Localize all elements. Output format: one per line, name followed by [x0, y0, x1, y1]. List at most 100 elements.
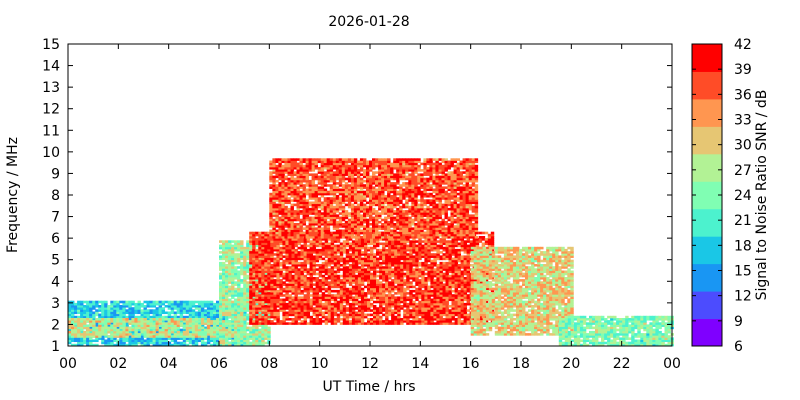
heatmap-cell — [448, 264, 452, 267]
heatmap-cell — [466, 287, 471, 291]
heatmap-cell — [267, 238, 271, 241]
heatmap-cell — [309, 259, 314, 263]
heatmap-cell — [255, 326, 259, 330]
heatmap-cell — [249, 296, 253, 299]
heatmap-cell — [424, 266, 428, 269]
heatmap-cell — [433, 307, 437, 310]
heatmap-cell — [427, 240, 431, 243]
heatmap-cell — [451, 261, 455, 265]
heatmap-cell — [294, 244, 298, 248]
heatmap-cell — [225, 294, 229, 297]
heatmap-cell — [397, 283, 401, 286]
heatmap-cell — [252, 300, 256, 304]
heatmap-cell — [300, 251, 304, 254]
heatmap-cell — [173, 315, 178, 319]
heatmap-cell — [379, 294, 383, 297]
heatmap-cell — [348, 298, 353, 302]
heatmap-cell — [394, 287, 398, 291]
heatmap-cell — [463, 320, 468, 323]
heatmap-cell — [258, 279, 262, 282]
heatmap-cell — [436, 270, 440, 274]
heatmap-cell — [445, 315, 449, 319]
heatmap-cell — [385, 259, 389, 263]
heatmap-cell — [279, 298, 283, 302]
heatmap-cell — [303, 305, 308, 308]
heatmap-cell — [345, 259, 350, 263]
heatmap-cell — [306, 289, 311, 293]
heatmap-cell — [364, 261, 368, 265]
heatmap-cell — [463, 292, 468, 295]
heatmap-cell — [282, 320, 286, 323]
heatmap-cell — [379, 277, 383, 280]
heatmap-cell — [288, 248, 292, 252]
heatmap-cell — [442, 257, 446, 261]
heatmap-cell — [421, 274, 425, 278]
heatmap-cell — [339, 281, 344, 284]
heatmap-cell — [158, 341, 163, 345]
heatmap-cell — [191, 320, 196, 323]
heatmap-cell — [222, 240, 226, 243]
heatmap-cell — [433, 248, 437, 252]
heatmap-cell — [348, 307, 353, 310]
heatmap-cell — [249, 315, 253, 319]
heatmap-cell — [255, 315, 259, 319]
heatmap-cell — [309, 298, 314, 302]
heatmap-cell — [370, 292, 374, 295]
heatmap-cell — [83, 339, 87, 343]
heatmap-cell — [454, 259, 459, 263]
heatmap-cell — [258, 259, 262, 263]
heatmap-cell — [258, 320, 262, 323]
heatmap-cell — [466, 285, 471, 289]
heatmap-cell — [176, 335, 181, 338]
heatmap-cell — [225, 292, 229, 295]
heatmap-cell — [134, 320, 138, 323]
heatmap-cell — [255, 313, 259, 317]
heatmap-cell — [237, 333, 241, 336]
heatmap-cell — [345, 300, 350, 304]
heatmap-cell — [345, 251, 350, 254]
heatmap-cell — [300, 285, 304, 289]
heatmap-cell — [406, 287, 410, 291]
heatmap-cell — [357, 300, 362, 304]
heatmap-cell — [303, 277, 308, 280]
heatmap-cell — [466, 289, 471, 293]
heatmap-cell — [354, 253, 359, 256]
heatmap-cell — [234, 253, 238, 256]
heatmap-cell — [418, 255, 422, 258]
heatmap-cell — [270, 236, 274, 239]
heatmap-cell — [234, 343, 238, 347]
heatmap-cell — [454, 244, 459, 248]
heatmap-cell — [101, 326, 105, 330]
heatmap-cell — [436, 248, 440, 252]
heatmap-cell — [318, 322, 323, 325]
heatmap-cell — [385, 298, 389, 302]
heatmap-cell — [255, 305, 259, 308]
heatmap-cell — [240, 333, 244, 336]
heatmap-cell — [188, 311, 193, 315]
heatmap-cell — [276, 302, 280, 306]
heatmap-cell — [188, 337, 193, 340]
heatmap-cell — [324, 255, 329, 258]
heatmap-cell — [345, 315, 350, 319]
heatmap-cell — [348, 248, 353, 252]
heatmap-cell — [454, 309, 459, 312]
heatmap-cell — [463, 289, 468, 293]
heatmap-cell — [436, 266, 440, 269]
heatmap-cell — [364, 248, 368, 252]
heatmap-cell — [267, 311, 271, 315]
heatmap-cell — [370, 251, 374, 254]
heatmap-cell — [415, 294, 419, 297]
heatmap-cell — [342, 305, 347, 308]
heatmap-cell — [188, 305, 193, 308]
heatmap-cell — [176, 333, 181, 336]
heatmap-cell — [246, 343, 250, 347]
heatmap-cell — [345, 257, 350, 261]
heatmap-cell — [315, 242, 320, 246]
heatmap-cell — [354, 274, 359, 278]
heatmap-cell — [179, 300, 184, 304]
heatmap-cell — [451, 253, 455, 256]
heatmap-cell — [240, 244, 244, 248]
heatmap-cell — [321, 251, 326, 254]
heatmap-cell — [430, 313, 434, 317]
